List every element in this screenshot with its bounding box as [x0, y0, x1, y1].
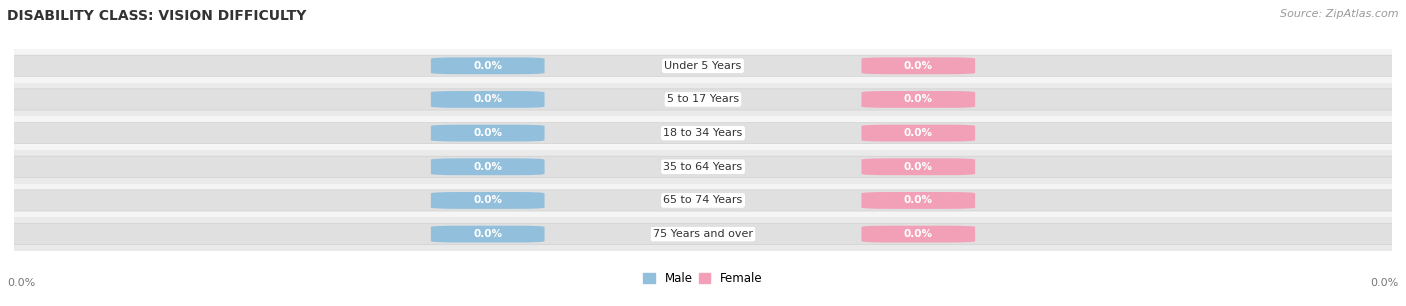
Text: 35 to 64 Years: 35 to 64 Years: [664, 162, 742, 172]
Bar: [14, 184, 1392, 217]
Text: Under 5 Years: Under 5 Years: [665, 61, 741, 71]
Text: 0.0%: 0.0%: [904, 229, 932, 239]
FancyBboxPatch shape: [430, 91, 544, 108]
Legend: Male, Female: Male, Female: [638, 267, 768, 289]
FancyBboxPatch shape: [430, 226, 544, 242]
FancyBboxPatch shape: [430, 58, 544, 74]
FancyBboxPatch shape: [862, 159, 976, 175]
FancyBboxPatch shape: [430, 192, 544, 209]
Text: 0.0%: 0.0%: [1371, 278, 1399, 288]
FancyBboxPatch shape: [862, 91, 976, 108]
FancyBboxPatch shape: [0, 122, 1406, 144]
Bar: [14, 150, 1392, 184]
FancyBboxPatch shape: [862, 125, 976, 142]
Bar: [14, 217, 1392, 251]
Text: 0.0%: 0.0%: [474, 95, 502, 104]
Text: 0.0%: 0.0%: [474, 229, 502, 239]
FancyBboxPatch shape: [0, 190, 1406, 211]
Text: 0.0%: 0.0%: [904, 196, 932, 205]
Text: 0.0%: 0.0%: [474, 162, 502, 172]
Text: 0.0%: 0.0%: [904, 128, 932, 138]
Text: 5 to 17 Years: 5 to 17 Years: [666, 95, 740, 104]
Text: 75 Years and over: 75 Years and over: [652, 229, 754, 239]
Text: 0.0%: 0.0%: [474, 196, 502, 205]
FancyBboxPatch shape: [0, 55, 1406, 76]
Text: DISABILITY CLASS: VISION DIFFICULTY: DISABILITY CLASS: VISION DIFFICULTY: [7, 9, 307, 23]
FancyBboxPatch shape: [430, 159, 544, 175]
Text: Source: ZipAtlas.com: Source: ZipAtlas.com: [1281, 9, 1399, 19]
Text: 65 to 74 Years: 65 to 74 Years: [664, 196, 742, 205]
FancyBboxPatch shape: [430, 125, 544, 142]
Text: 0.0%: 0.0%: [474, 128, 502, 138]
Text: 0.0%: 0.0%: [7, 278, 35, 288]
FancyBboxPatch shape: [862, 226, 976, 242]
FancyBboxPatch shape: [862, 192, 976, 209]
FancyBboxPatch shape: [0, 156, 1406, 177]
Text: 0.0%: 0.0%: [904, 162, 932, 172]
Bar: [14, 49, 1392, 83]
FancyBboxPatch shape: [0, 89, 1406, 110]
FancyBboxPatch shape: [0, 223, 1406, 245]
Text: 0.0%: 0.0%: [904, 61, 932, 71]
Text: 0.0%: 0.0%: [474, 61, 502, 71]
Bar: [14, 83, 1392, 116]
FancyBboxPatch shape: [862, 58, 976, 74]
Text: 18 to 34 Years: 18 to 34 Years: [664, 128, 742, 138]
Bar: [14, 116, 1392, 150]
Text: 0.0%: 0.0%: [904, 95, 932, 104]
